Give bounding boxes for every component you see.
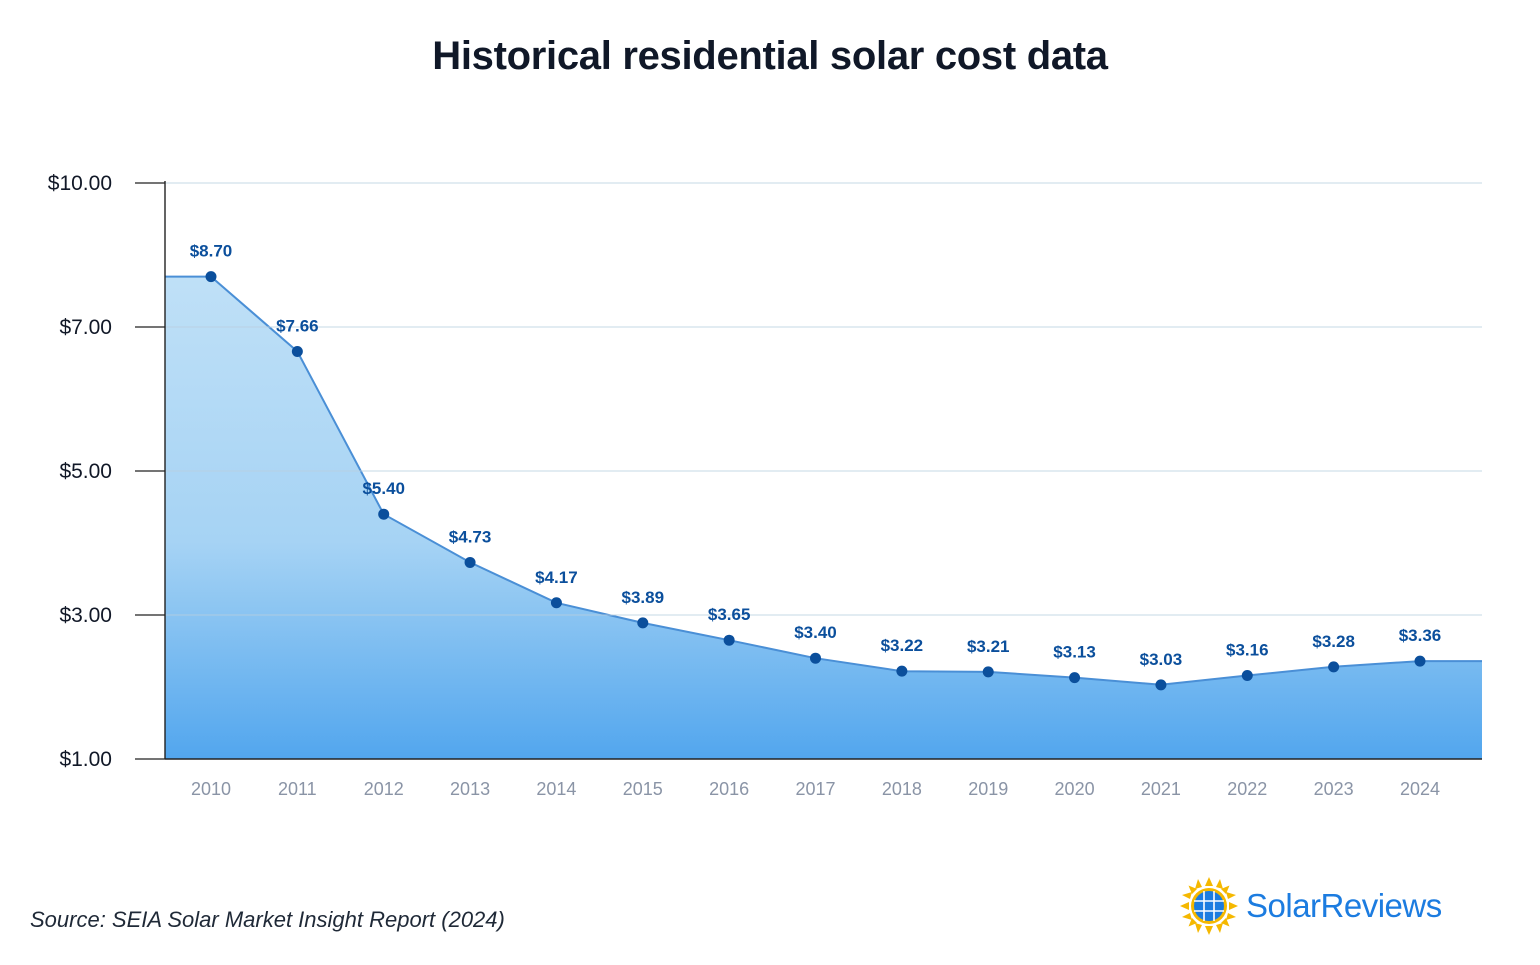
- data-label: $3.13: [1053, 643, 1096, 662]
- x-tick-label: 2017: [795, 779, 835, 799]
- axes: [164, 181, 1482, 760]
- y-tick-label: $3.00: [59, 604, 112, 627]
- area-fill: [165, 276, 1482, 759]
- chart-title: Historical residential solar cost data: [432, 34, 1108, 78]
- data-label: $3.36: [1399, 626, 1442, 645]
- y-tick-label: $5.00: [59, 460, 112, 483]
- data-point: [896, 665, 908, 677]
- x-tick-label: 2024: [1400, 779, 1440, 799]
- source-note: Source: SEIA Solar Market Insight Report…: [30, 907, 505, 932]
- x-tick-label: 2010: [191, 779, 231, 799]
- y-tick-label: $10.00: [48, 172, 112, 195]
- x-tick-label: 2019: [968, 779, 1008, 799]
- brand-name: SolarReviews: [1246, 887, 1442, 924]
- data-point: [723, 634, 735, 646]
- data-points: [205, 271, 1426, 691]
- x-tick-label: 2022: [1227, 779, 1267, 799]
- data-point: [1241, 669, 1253, 681]
- x-tick-label: 2012: [364, 779, 404, 799]
- data-label: $3.03: [1140, 650, 1183, 669]
- data-point: [1155, 679, 1167, 691]
- data-point: [982, 666, 994, 678]
- y-tick-label: $1.00: [59, 748, 112, 771]
- y-axis-ticks: $10.00 $7.00 $5.00 $3.00 $1.00: [48, 172, 165, 771]
- x-tick-label: 2016: [709, 779, 749, 799]
- x-tick-label: 2023: [1314, 779, 1354, 799]
- brand-logo: SolarReviews: [1180, 876, 1510, 936]
- data-point: [1414, 655, 1426, 667]
- data-point: [291, 345, 303, 357]
- data-label: $3.89: [622, 588, 665, 607]
- data-point: [205, 271, 217, 283]
- data-label: $5.40: [362, 479, 405, 498]
- x-tick-label: 2020: [1055, 779, 1095, 799]
- sun-logo-icon: [1180, 877, 1238, 935]
- x-tick-label: 2021: [1141, 779, 1181, 799]
- data-label: $3.40: [794, 623, 837, 642]
- x-tick-label: 2013: [450, 779, 490, 799]
- x-tick-label: 2014: [536, 779, 576, 799]
- data-point: [637, 617, 649, 629]
- data-point: [464, 556, 476, 568]
- data-point: [1328, 661, 1340, 673]
- data-label: $4.17: [535, 568, 578, 587]
- data-label: $3.28: [1312, 632, 1355, 651]
- data-point: [1069, 672, 1081, 684]
- data-label: $7.66: [276, 316, 319, 335]
- x-axis-ticks: 2010 2011 2012 2013 2014 2015 2016 2017 2018 2019…: [191, 779, 1440, 799]
- x-tick-label: 2015: [623, 779, 663, 799]
- area-fill-group: [165, 275, 1482, 759]
- data-label: $3.65: [708, 605, 751, 624]
- data-label: $3.21: [967, 637, 1010, 656]
- data-point: [378, 508, 390, 520]
- data-label: $4.73: [449, 527, 492, 546]
- x-tick-label: 2011: [278, 779, 317, 799]
- data-point: [810, 652, 821, 664]
- data-point: [550, 597, 562, 609]
- y-tick-label: $7.00: [59, 316, 112, 339]
- data-label: $3.22: [881, 636, 924, 655]
- data-label: $8.70: [190, 242, 233, 261]
- data-label: $3.16: [1226, 640, 1269, 659]
- data-labels: $8.70 $7.66 $5.40 $4.73 $4.17 $3.89 $3.65 $3.40…: [190, 242, 1442, 669]
- x-tick-label: 2018: [882, 779, 922, 799]
